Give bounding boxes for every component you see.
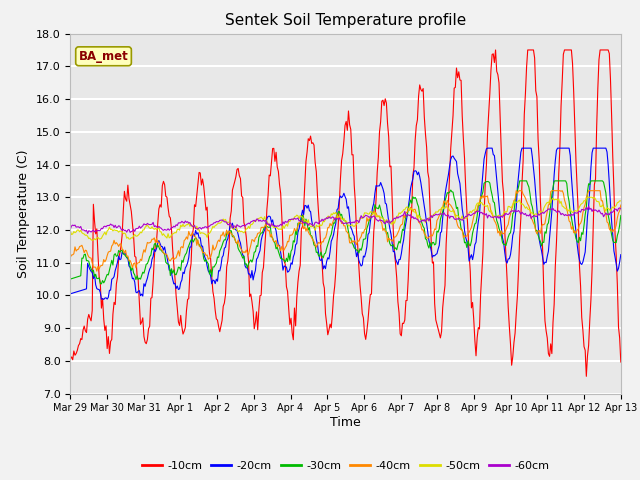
-20cm — [67, 291, 74, 297]
-60cm — [617, 206, 625, 212]
-50cm — [472, 203, 480, 208]
-50cm — [376, 213, 383, 219]
-10cm — [299, 224, 307, 229]
Line: -50cm: -50cm — [70, 197, 621, 240]
-30cm — [97, 281, 105, 287]
-30cm — [472, 220, 480, 226]
-10cm — [568, 47, 575, 53]
Title: Sentek Soil Temperature profile: Sentek Soil Temperature profile — [225, 13, 466, 28]
-40cm — [617, 202, 625, 208]
-40cm — [402, 209, 410, 215]
Legend: -10cm, -20cm, -30cm, -40cm, -50cm, -60cm: -10cm, -20cm, -30cm, -40cm, -50cm, -60cm — [137, 457, 554, 476]
-10cm — [238, 193, 246, 199]
-20cm — [402, 220, 410, 226]
-10cm — [401, 317, 408, 323]
-40cm — [239, 250, 246, 256]
-20cm — [472, 240, 480, 245]
-60cm — [568, 211, 575, 217]
-20cm — [300, 212, 307, 217]
Line: -20cm: -20cm — [70, 148, 621, 300]
-60cm — [585, 203, 593, 209]
-10cm — [471, 337, 479, 343]
-40cm — [513, 188, 520, 193]
-50cm — [584, 194, 591, 200]
-60cm — [67, 226, 74, 232]
-20cm — [239, 252, 246, 258]
-20cm — [569, 190, 577, 195]
X-axis label: Time: Time — [330, 416, 361, 429]
-30cm — [569, 221, 577, 227]
-60cm — [376, 217, 383, 223]
-30cm — [402, 213, 410, 218]
-10cm — [617, 359, 625, 365]
-40cm — [472, 209, 480, 215]
-30cm — [617, 213, 625, 218]
-40cm — [93, 268, 100, 274]
-50cm — [402, 205, 410, 211]
-60cm — [300, 220, 307, 226]
-50cm — [300, 216, 307, 221]
Line: -30cm: -30cm — [70, 181, 621, 284]
Y-axis label: Soil Temperature (C): Soil Temperature (C) — [17, 149, 30, 278]
-10cm — [492, 47, 499, 53]
-60cm — [239, 223, 246, 228]
Line: -60cm: -60cm — [70, 206, 621, 233]
-30cm — [239, 255, 246, 261]
-20cm — [484, 145, 492, 151]
-10cm — [582, 373, 590, 379]
-60cm — [84, 230, 92, 236]
-60cm — [402, 213, 410, 219]
-60cm — [472, 209, 480, 215]
-30cm — [376, 202, 383, 208]
-50cm — [568, 209, 575, 215]
-30cm — [516, 178, 524, 184]
-30cm — [300, 215, 307, 221]
Line: -10cm: -10cm — [70, 50, 621, 376]
-40cm — [569, 224, 577, 229]
-40cm — [300, 226, 307, 232]
-50cm — [88, 238, 96, 243]
-50cm — [239, 229, 246, 235]
-10cm — [374, 155, 382, 160]
Line: -40cm: -40cm — [70, 191, 621, 271]
-40cm — [376, 214, 383, 219]
-20cm — [376, 183, 383, 189]
-10cm — [67, 356, 74, 362]
-20cm — [100, 297, 108, 302]
Text: BA_met: BA_met — [79, 50, 129, 63]
-20cm — [617, 252, 625, 257]
-50cm — [67, 228, 74, 234]
-30cm — [67, 276, 74, 282]
-40cm — [67, 254, 74, 260]
-50cm — [617, 198, 625, 204]
